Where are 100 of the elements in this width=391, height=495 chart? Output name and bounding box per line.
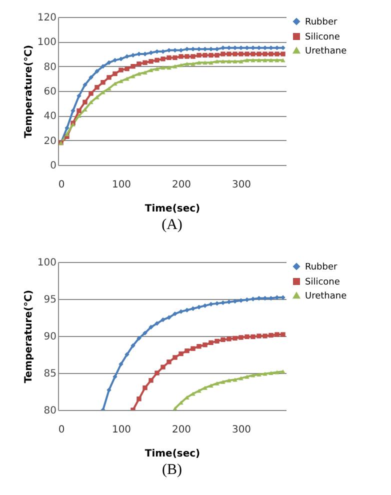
point [178, 63, 184, 68]
point [154, 370, 160, 376]
point [280, 52, 286, 56]
point [238, 335, 244, 340]
point [220, 59, 226, 64]
point [274, 52, 280, 56]
y-tick-label: 20 [44, 136, 56, 147]
point [202, 342, 208, 348]
point [262, 334, 268, 338]
point [94, 84, 100, 90]
y-tick-label: 90 [44, 332, 56, 342]
point [214, 301, 220, 306]
legend-label: Urethane [305, 292, 348, 302]
point [82, 100, 88, 104]
y-tick-label: 0 [50, 160, 56, 172]
point [142, 70, 148, 75]
y-axis-title: Temperature(℃) [23, 290, 34, 384]
point [226, 52, 232, 56]
point [238, 52, 244, 56]
point [76, 108, 82, 114]
point [142, 385, 148, 390]
point [190, 62, 196, 66]
point [202, 52, 208, 58]
point [226, 300, 232, 304]
point [100, 64, 106, 69]
point [160, 66, 166, 70]
point [262, 372, 268, 376]
point [112, 58, 118, 63]
point [196, 304, 202, 310]
point [154, 66, 160, 71]
point [238, 59, 244, 64]
point [130, 52, 136, 58]
point [208, 384, 214, 388]
point [244, 334, 250, 340]
point [268, 332, 274, 338]
point [166, 315, 172, 320]
point [142, 60, 148, 65]
point [280, 332, 286, 337]
point [250, 296, 256, 302]
point [208, 302, 214, 307]
point [148, 59, 154, 64]
point [76, 94, 82, 98]
x-axis-title: Time(sec) [144, 204, 200, 214]
point [166, 360, 172, 364]
point [220, 52, 226, 56]
point [178, 351, 184, 356]
point [190, 306, 196, 311]
point [226, 336, 232, 342]
y-tick-label: 85 [44, 368, 56, 380]
point [232, 59, 238, 64]
text: (A) [162, 217, 182, 233]
line-series [172, 369, 286, 410]
point [166, 66, 172, 70]
x-tick-label: 200 [172, 424, 192, 436]
point [184, 308, 190, 312]
point [172, 55, 178, 60]
point [232, 336, 238, 341]
point [148, 50, 154, 56]
point [136, 336, 142, 341]
point [226, 378, 232, 382]
point [178, 309, 184, 314]
point [202, 386, 208, 390]
point [148, 68, 154, 72]
x-tick-label: 0 [58, 180, 65, 190]
point [166, 55, 172, 60]
x-tick-label: 200 [172, 180, 192, 190]
point [100, 80, 106, 85]
point [124, 352, 130, 357]
x-tick-label: 0 [58, 424, 65, 436]
point [136, 72, 142, 76]
point [250, 334, 256, 340]
point [196, 52, 202, 58]
point [268, 52, 274, 56]
point [106, 60, 112, 65]
point [106, 388, 112, 392]
point [130, 343, 136, 348]
point [118, 56, 124, 62]
point [130, 64, 136, 69]
legend-label: Urethane [305, 46, 348, 56]
point [148, 378, 154, 383]
x-tick-label: 300 [232, 180, 252, 190]
point [82, 82, 88, 88]
text: (B) [162, 462, 182, 478]
point [184, 348, 190, 354]
point [226, 59, 232, 64]
y-axis-title: Temperature(℃) [23, 44, 34, 138]
point [274, 370, 280, 374]
point [280, 369, 286, 374]
legend-label: Silicone [305, 278, 340, 288]
point [178, 54, 184, 59]
point [88, 91, 94, 96]
point [154, 321, 160, 326]
point [172, 311, 178, 316]
point [220, 337, 226, 342]
point [94, 68, 100, 74]
legend-label: Silicone [305, 32, 340, 42]
point [244, 52, 250, 56]
point [184, 54, 190, 59]
point [250, 52, 256, 56]
point [142, 330, 148, 336]
